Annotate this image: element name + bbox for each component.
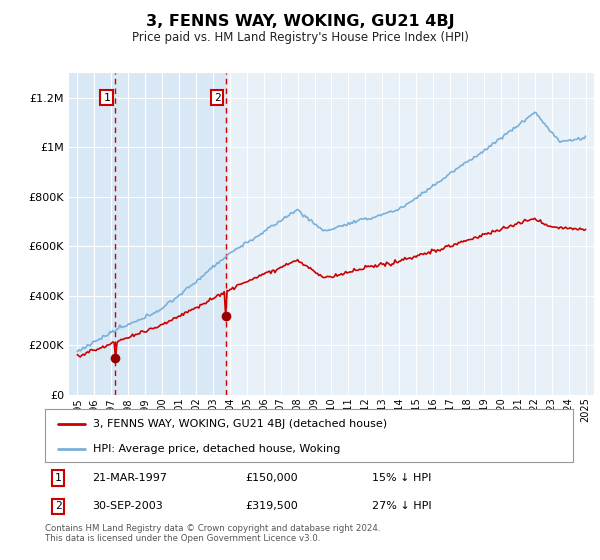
Text: HPI: Average price, detached house, Woking: HPI: Average price, detached house, Woki… — [92, 444, 340, 454]
Text: 15% ↓ HPI: 15% ↓ HPI — [373, 473, 432, 483]
Text: Price paid vs. HM Land Registry's House Price Index (HPI): Price paid vs. HM Land Registry's House … — [131, 31, 469, 44]
Text: £150,000: £150,000 — [245, 473, 298, 483]
Text: 27% ↓ HPI: 27% ↓ HPI — [373, 501, 432, 511]
Text: 3, FENNS WAY, WOKING, GU21 4BJ (detached house): 3, FENNS WAY, WOKING, GU21 4BJ (detached… — [92, 419, 386, 429]
Bar — [69, 73, 226, 395]
Text: 2: 2 — [55, 501, 62, 511]
Text: 30-SEP-2003: 30-SEP-2003 — [92, 501, 163, 511]
Bar — [577, 73, 594, 395]
Text: 1: 1 — [103, 92, 110, 102]
Text: Contains HM Land Registry data © Crown copyright and database right 2024.
This d: Contains HM Land Registry data © Crown c… — [45, 524, 380, 543]
Text: 2: 2 — [214, 92, 221, 102]
Text: 3, FENNS WAY, WOKING, GU21 4BJ: 3, FENNS WAY, WOKING, GU21 4BJ — [146, 14, 454, 29]
Text: £319,500: £319,500 — [245, 501, 298, 511]
Text: 21-MAR-1997: 21-MAR-1997 — [92, 473, 167, 483]
Text: 1: 1 — [55, 473, 62, 483]
